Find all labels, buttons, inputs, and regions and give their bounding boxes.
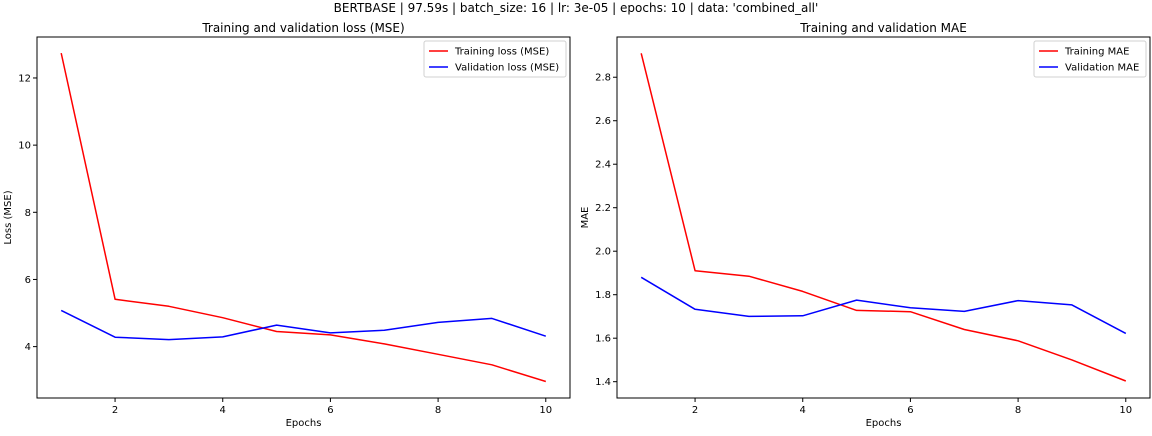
chart1-y-tick-label: 10 (18, 141, 31, 152)
chart1-y-tick-label: 6 (25, 275, 31, 286)
chart1-x-tick-label: 6 (327, 405, 333, 416)
chart2-x-tick-label: 8 (1015, 405, 1021, 416)
chart1-y-axis-label: Loss (MSE) (3, 190, 14, 244)
chart1-series-2-line (60, 309, 547, 341)
chart1-y-tick-label: 12 (18, 73, 31, 84)
chart1-axes-frame (36, 36, 571, 399)
chart2-x-tick-label: 4 (800, 405, 806, 416)
figure-suptitle: BERTBASE | 97.59s | batch_size: 16 | lr:… (333, 1, 819, 15)
chart2-y-tick-label: 1.6 (595, 334, 611, 345)
chart1-x-tick-label: 10 (539, 405, 552, 416)
chart2-y-axis-label: MAE (580, 207, 591, 229)
chart1-title: Training and validation loss (MSE) (201, 21, 404, 35)
chart2-y-tick-label: 2.8 (595, 73, 611, 84)
chart2-x-tick-label: 10 (1119, 405, 1132, 416)
chart1-x-tick-label: 8 (435, 405, 441, 416)
chart1-legend-box (423, 40, 567, 78)
chart2-title: Training and validation MAE (799, 21, 967, 35)
chart1-legend-label-2: Validation loss (MSE) (455, 63, 559, 74)
chart2-x-tick-label: 2 (692, 405, 698, 416)
chart2-y-tick-label: 1.4 (595, 377, 611, 388)
chart1-legend-label-1: Training loss (MSE) (454, 47, 549, 58)
chart1-series-1-line (60, 52, 547, 383)
chart2-y-tick-label: 1.8 (595, 290, 611, 301)
chart2-y-tick-label: 2.2 (595, 203, 611, 214)
chart2-y-tick-label: 2.6 (595, 116, 611, 127)
chart1-x-tick-label: 2 (112, 405, 118, 416)
chart2-x-axis-label: Epochs (866, 418, 902, 429)
chart2-axes-frame (616, 36, 1151, 399)
chart2-x-tick-label: 6 (907, 405, 913, 416)
chart2-legend-box (1033, 40, 1147, 78)
chart1-y-tick-label: 4 (25, 342, 31, 353)
chart1-x-axis-label: Epochs (286, 418, 322, 429)
chart2-legend-label-2: Validation MAE (1065, 63, 1139, 74)
chart2-series-2-line (640, 276, 1127, 335)
chart2-legend-label-1: Training MAE (1064, 47, 1129, 58)
chart2-y-tick-label: 2.0 (595, 247, 611, 258)
chart1-y-tick-label: 8 (25, 208, 31, 219)
chart2-y-tick-label: 2.4 (595, 160, 611, 171)
chart2-series-1-line (640, 53, 1127, 382)
chart1-x-tick-label: 4 (220, 405, 226, 416)
